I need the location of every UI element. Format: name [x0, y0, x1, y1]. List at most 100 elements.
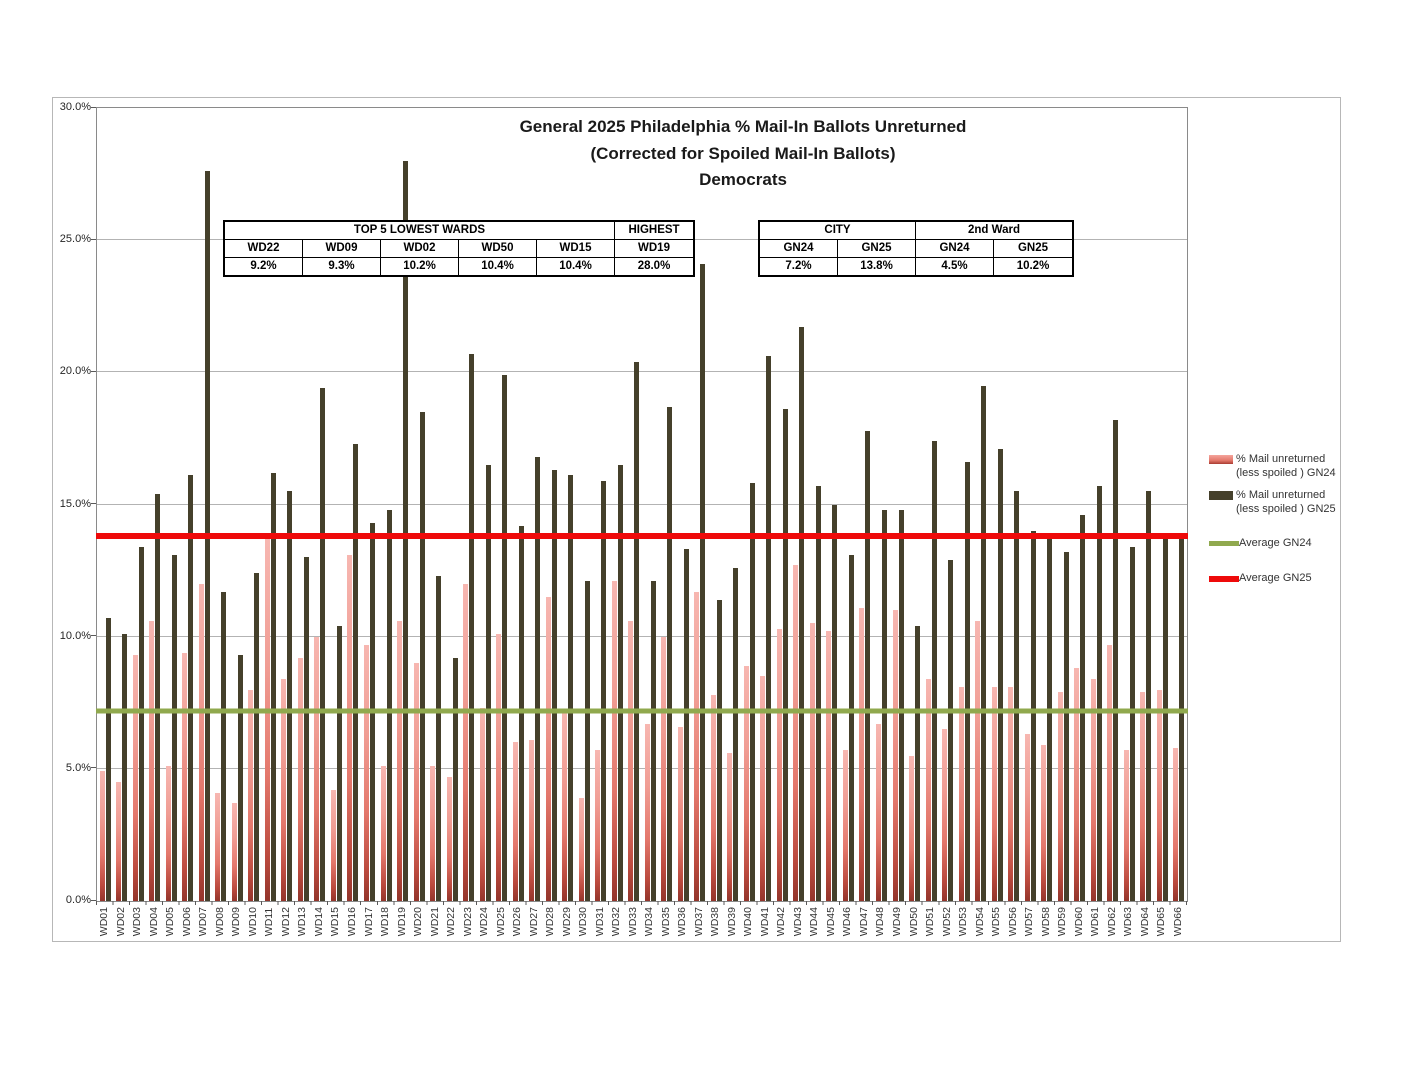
x-axis-label-WD10: WD10	[246, 907, 259, 937]
x-axis-label-WD16: WD16	[345, 907, 358, 937]
bar-gn25-WD34	[650, 581, 656, 901]
x-axis-label-WD18: WD18	[379, 907, 392, 937]
chart-title-line3: Democrats	[699, 170, 787, 189]
bar-gn24-WD03	[132, 655, 138, 901]
y-axis-tick-mark	[91, 899, 96, 901]
bar-gn24-WD65	[1156, 689, 1162, 901]
bar-gn24-WD51	[925, 678, 931, 901]
bar-group-WD63	[1121, 108, 1138, 901]
bar-gn25-WD45	[832, 504, 838, 901]
x-axis-label-WD01: WD01	[98, 907, 111, 937]
legend-item-avg-gn24: Average GN24	[1209, 537, 1343, 551]
city-value-cell-1: 13.8%	[838, 258, 916, 275]
bar-group-WD31	[592, 108, 609, 901]
bar-gn25-WD41	[766, 356, 772, 901]
bar-gn25-WD54	[981, 385, 987, 901]
bar-gn25-WD11	[270, 472, 276, 901]
x-axis-label-WD58: WD58	[1039, 907, 1052, 937]
x-axis-label-WD30: WD30	[577, 907, 590, 937]
legend-item-gn25: % Mail unreturned (less spoiled ) GN25	[1209, 489, 1343, 516]
y-axis-ticks	[91, 106, 96, 901]
bar-gn24-WD62	[1107, 644, 1113, 901]
bar-gn24-WD23	[463, 583, 469, 901]
bar-gn24-WD30	[578, 797, 584, 901]
lowest-value-cell-0: 9.2%	[225, 258, 303, 275]
bar-gn24-WD24	[479, 708, 485, 901]
x-axis-label-WD43: WD43	[791, 907, 804, 937]
bar-group-WD58	[1038, 108, 1055, 901]
bar-gn25-WD30	[584, 581, 590, 901]
bar-group-WD34	[642, 108, 659, 901]
bar-gn25-WD27	[535, 456, 541, 901]
bar-group-WD23	[460, 108, 477, 901]
chart-title-line2: (Corrected for Spoiled Mail-In Ballots)	[590, 143, 896, 163]
bar-group-WD64	[1137, 108, 1154, 901]
bar-gn25-WD25	[502, 374, 508, 901]
bar-gn24-WD39	[727, 752, 733, 901]
bar-group-WD13	[295, 108, 312, 901]
x-axis-label-WD12: WD12	[279, 907, 292, 937]
bar-gn24-WD54	[975, 620, 981, 901]
bar-group-WD15	[328, 108, 345, 901]
bar-gn25-WD21	[436, 575, 442, 901]
bar-group-WD16	[345, 108, 362, 901]
city-value-cell-3: 10.2%	[1016, 260, 1050, 272]
bar-gn24-WD46	[842, 750, 848, 901]
bar-gn25-WD03	[138, 546, 144, 901]
bar-gn25-WD52	[948, 560, 954, 901]
bar-gn25-WD26	[518, 525, 524, 901]
bar-group-WD21	[427, 108, 444, 901]
lowest-table-header-row: TOP 5 LOWEST WARDS HIGHEST	[225, 222, 693, 240]
y-axis-tick-mark	[91, 767, 96, 769]
bar-gn25-WD48	[881, 509, 887, 901]
bar-gn24-WD52	[942, 729, 948, 901]
bar-group-WD10	[246, 108, 263, 901]
x-axis-label-WD62: WD62	[1105, 907, 1118, 937]
lowest-value-cell-2: 10.2%	[381, 258, 459, 275]
lowest-ward-cell-0: WD22	[225, 240, 303, 258]
bar-gn24-WD35	[661, 636, 667, 901]
bar-gn25-WD47	[865, 430, 871, 901]
bar-group-WD66	[1171, 108, 1188, 901]
bar-gn24-WD07	[198, 583, 204, 901]
bar-group-WD40	[741, 108, 758, 901]
bar-group-WD26	[510, 108, 527, 901]
bar-gn25-WD49	[898, 509, 904, 901]
bar-group-WD27	[526, 108, 543, 901]
x-axis-label-WD50: WD50	[907, 907, 920, 937]
bar-gn24-WD53	[958, 686, 964, 901]
city-table-col-row: GN24 GN25 GN24 GN25	[760, 240, 1072, 258]
city-value-cell-0: 7.2%	[760, 258, 838, 275]
bar-group-WD59	[1055, 108, 1072, 901]
bar-group-WD43	[791, 108, 808, 901]
lowest-ward-cell-1: WD09	[303, 240, 381, 258]
x-axis-label-WD57: WD57	[1023, 907, 1036, 937]
bar-group-WD41	[758, 108, 775, 901]
x-axis-label-WD07: WD07	[197, 907, 210, 937]
bar-group-WD08	[213, 108, 230, 901]
x-axis-label-WD33: WD33	[626, 907, 639, 937]
bar-group-WD46	[840, 108, 857, 901]
bar-group-WD28	[543, 108, 560, 901]
bar-gn24-WD22	[446, 776, 452, 901]
bar-gn25-WD02	[122, 634, 128, 901]
bar-gn24-WD31	[595, 750, 601, 901]
bar-gn24-WD16	[347, 554, 353, 901]
x-axis-label-WD48: WD48	[874, 907, 887, 937]
bar-group-WD07	[196, 108, 213, 901]
lowest-value-cell-5: 28.0%	[637, 260, 671, 272]
bar-group-WD65	[1154, 108, 1171, 901]
bar-gn24-WD44	[809, 623, 815, 901]
bar-gn24-WD13	[297, 657, 303, 901]
bar-gn25-WD01	[105, 618, 111, 901]
x-axis-label-WD45: WD45	[824, 907, 837, 937]
bar-gn24-WD08	[215, 792, 221, 901]
bar-gn24-WD56	[1008, 686, 1014, 901]
bar-group-WD03	[130, 108, 147, 901]
x-axis-label-WD08: WD08	[213, 907, 226, 937]
x-axis-label-WD51: WD51	[924, 907, 937, 937]
x-axis-label-WD28: WD28	[544, 907, 557, 937]
bar-gn24-WD04	[149, 620, 155, 901]
bar-gn24-WD42	[776, 628, 782, 901]
